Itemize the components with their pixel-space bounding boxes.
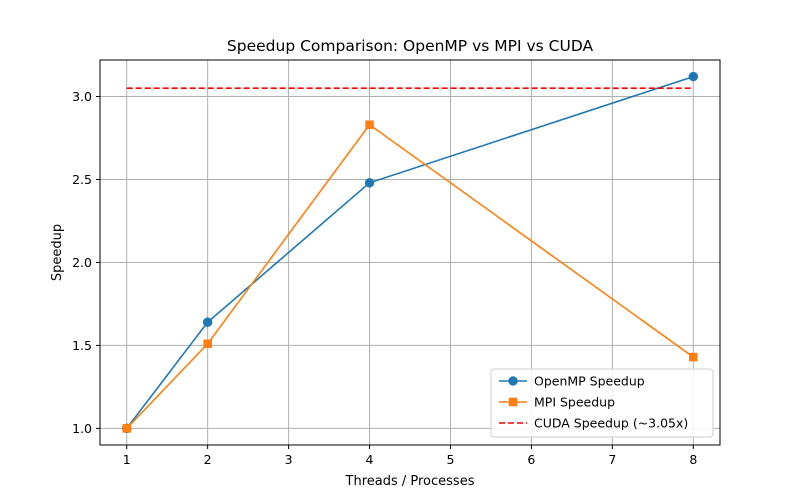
- y-tick-label: 2.0: [72, 255, 92, 270]
- series-0: [121, 71, 699, 434]
- x-tick-label: 3: [285, 452, 293, 467]
- data-point: [122, 424, 131, 433]
- legend-label: OpenMP Speedup: [534, 374, 645, 389]
- series-1: [122, 120, 698, 433]
- x-tick-label: 6: [527, 452, 535, 467]
- x-tick-label: 2: [204, 452, 212, 467]
- legend-marker: [508, 376, 518, 386]
- y-tick-label: 1.0: [72, 421, 92, 436]
- y-tick-label: 1.5: [72, 338, 92, 353]
- legend-entry: CUDA Speedup (~3.05x): [499, 416, 688, 431]
- y-tick-label: 2.5: [72, 172, 92, 187]
- y-axis-label: Speedup: [50, 224, 65, 281]
- legend-entry: MPI Speedup: [499, 395, 615, 410]
- data-point: [365, 120, 374, 129]
- y-tick-label: 3.0: [72, 89, 92, 104]
- x-tick-label: 7: [608, 452, 616, 467]
- data-point: [203, 339, 212, 349]
- grid: [100, 60, 720, 445]
- legend: OpenMP Speedup MPI Speedup CUDA Speedup (~…: [490, 368, 714, 438]
- data-point: [202, 317, 213, 327]
- data-point: [364, 178, 375, 188]
- data-point: [688, 71, 699, 82]
- x-tick-label: 1: [123, 452, 131, 467]
- series-line: [126, 123, 694, 429]
- legend-label: MPI Speedup: [534, 395, 615, 410]
- x-tick-label: 8: [689, 452, 697, 467]
- x-tick-label: 5: [446, 452, 454, 467]
- x-axis-label: Threads / Processes: [345, 474, 475, 489]
- legend-label: CUDA Speedup (~3.05x): [534, 416, 688, 431]
- legend-entry: OpenMP Speedup: [499, 374, 645, 389]
- axis-ticks: 1 2 3 4 5 6 7 8 1.0 1.5 2.0 2.5 3.0: [72, 89, 697, 467]
- legend-box: [490, 368, 714, 438]
- series-group: [121, 71, 699, 434]
- legend-marker: [508, 397, 518, 407]
- data-point: [689, 352, 698, 362]
- series-line: [126, 75, 694, 429]
- plot-area-frame: [99, 59, 721, 446]
- chart-title: Speedup Comparison: OpenMP vs MPI vs CUD…: [227, 37, 594, 55]
- x-tick-label: 4: [366, 452, 374, 467]
